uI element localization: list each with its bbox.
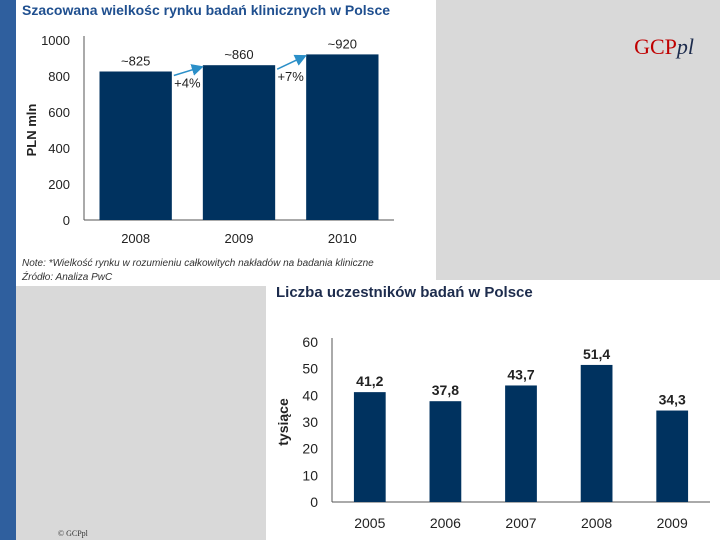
participants-chart: 0 10 20 30 40 50 60 tysiące 2005 41,2 2006 37,8 2007… — [275, 334, 710, 531]
chart1-bar — [306, 54, 379, 221]
chart2-ytick-label: 10 — [302, 467, 318, 483]
chart2-category-label: 2005 — [354, 515, 385, 531]
chart1-value-label: ~920 — [328, 36, 357, 51]
chart1-growth-label: +7% — [277, 69, 304, 84]
chart2-ytick-label: 40 — [302, 387, 318, 403]
logo-main: GCP — [634, 34, 677, 59]
chart2-category-label: 2006 — [430, 515, 461, 531]
chart1-growth-label: +4% — [174, 76, 201, 91]
chart2-ytick-label: 50 — [302, 361, 318, 377]
chart1-bar — [99, 71, 172, 220]
chart2-ytick-label: 30 — [302, 414, 318, 430]
market-size-chart-panel: Szacowana wielkośc rynku badań kliniczny… — [16, 0, 436, 286]
chart2-ytick-label: 0 — [310, 494, 318, 510]
chart1-bar — [202, 65, 276, 220]
chart1-ytick-label: 200 — [48, 177, 70, 192]
chart1-category-label: 2009 — [225, 231, 254, 246]
gcppl-logo: GCPpl — [634, 34, 694, 60]
chart2-bar — [505, 385, 537, 502]
chart2-title: Liczba uczestników badań w Polsce — [276, 284, 533, 301]
chart2-category-label: 2007 — [505, 515, 536, 531]
chart1-ytick-label: 600 — [48, 105, 70, 120]
logo-suffix: pl — [676, 34, 694, 59]
chart1-value-label: ~825 — [121, 54, 150, 69]
chart2-bar — [353, 392, 386, 502]
chart1-ytick-label: 0 — [63, 213, 70, 228]
chart2-value-label: 43,7 — [507, 366, 534, 382]
chart2-value-label: 51,4 — [583, 346, 610, 362]
copyright-text: © GCPpl — [58, 529, 88, 538]
chart1-y-axis-label: PLN mln — [24, 104, 39, 157]
chart2-category-label: 2009 — [657, 515, 688, 531]
chart1-title: Szacowana wielkośc rynku badań kliniczny… — [22, 2, 391, 18]
chart2-ytick-label: 20 — [302, 441, 318, 457]
chart2-category-label: 2008 — [581, 515, 612, 531]
market-size-chart: 0 200 400 600 800 1000 PLN mln 2008 ~825 2009 ~860… — [24, 33, 394, 246]
participants-chart-panel: Liczba uczestników badań w Polsce 0 10 20 3… — [266, 280, 720, 540]
left-accent-band — [0, 0, 16, 540]
chart1-value-label: ~860 — [224, 47, 253, 62]
chart2-value-label: 34,3 — [659, 392, 686, 408]
chart1-category-label: 2008 — [121, 231, 150, 246]
chart1-category-label: 2010 — [328, 231, 357, 246]
chart2-value-label: 41,2 — [356, 373, 383, 389]
chart1-source: Źródło: Analiza PwC — [22, 272, 113, 283]
chart1-growth-arrow — [276, 54, 307, 70]
chart1-ytick-label: 400 — [48, 141, 70, 156]
chart2-value-label: 37,8 — [432, 382, 459, 398]
chart1-growth-arrow — [173, 64, 204, 77]
chart2-ytick-label: 60 — [302, 334, 318, 350]
chart1-ytick-label: 1000 — [41, 33, 70, 48]
chart2-y-axis-label: tysiące — [275, 398, 291, 446]
chart2-bar — [656, 410, 689, 502]
chart2-bar — [429, 401, 462, 502]
chart2-bar — [580, 364, 613, 502]
chart1-ytick-label: 800 — [48, 69, 70, 84]
chart1-note: Note: *Wielkość rynku w rozumieniu całko… — [22, 258, 374, 269]
